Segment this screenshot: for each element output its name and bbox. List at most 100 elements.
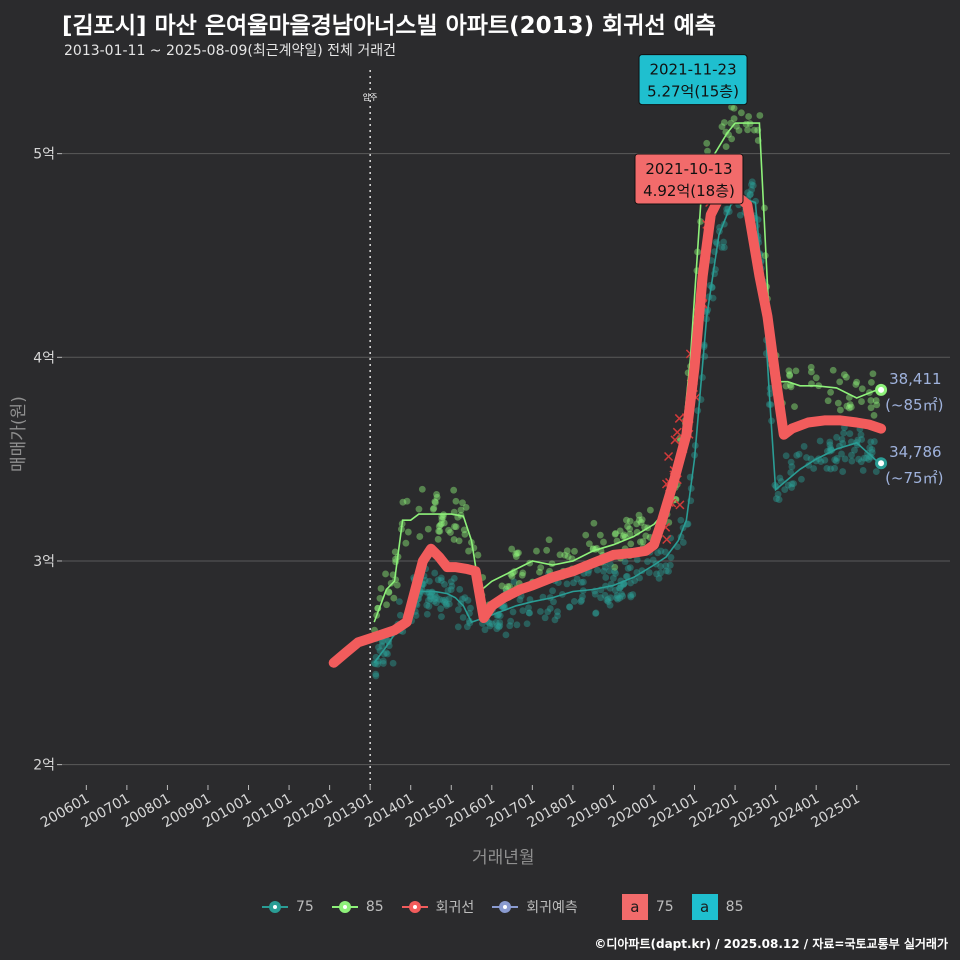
point-85: [385, 589, 393, 596]
legend-prediction-label: 회귀예측: [526, 900, 578, 916]
outlier-marker: [674, 413, 684, 423]
point-75: [788, 480, 796, 488]
point-75: [592, 609, 600, 617]
point-85: [498, 582, 506, 590]
point-75: [709, 294, 717, 302]
point-75: [437, 574, 445, 582]
point-85: [787, 383, 795, 391]
point-75: [644, 558, 651, 565]
point-75: [627, 579, 634, 587]
point-75: [578, 596, 586, 604]
point-75: [629, 591, 637, 598]
point-75: [826, 438, 834, 446]
point-85: [853, 378, 861, 386]
point-85: [536, 568, 543, 576]
point-75: [464, 596, 472, 604]
point-75: [616, 584, 624, 592]
point-75: [375, 643, 382, 651]
point-75: [840, 429, 848, 437]
y-axis-label: 매매가(원): [9, 396, 29, 472]
point-75: [481, 626, 489, 634]
legend-item-75[interactable]: 75: [262, 897, 314, 917]
legend-item-prediction[interactable]: 회귀예측: [492, 897, 578, 917]
legend-85-key-icon: [331, 897, 358, 917]
point-75: [606, 567, 614, 575]
point-85: [457, 506, 465, 514]
point-75: [787, 469, 795, 476]
point-75: [645, 569, 653, 576]
point-75: [427, 595, 434, 603]
point-75: [748, 181, 755, 189]
point-75: [372, 670, 380, 678]
point-75: [549, 587, 556, 595]
point-75: [803, 454, 810, 461]
legend-item-85[interactable]: 85: [331, 897, 384, 917]
point-75: [841, 455, 849, 463]
point-85: [807, 363, 815, 371]
point-85: [519, 569, 527, 577]
point-85: [873, 401, 881, 409]
point-75: [865, 456, 873, 463]
point-85: [383, 601, 390, 609]
point-85: [638, 516, 646, 524]
legend-75-key-icon: [262, 897, 288, 917]
point-75: [619, 592, 627, 600]
point-85: [727, 119, 735, 127]
point-85: [438, 516, 446, 524]
point-85: [447, 529, 454, 536]
point-75: [546, 605, 554, 612]
point-75: [541, 614, 549, 622]
end-label-sub-75: (~75㎡): [885, 469, 943, 487]
point-75: [617, 582, 625, 590]
point-85: [842, 373, 850, 381]
point-75: [816, 437, 824, 445]
annotation-box-75: [634, 153, 744, 205]
point-75: [454, 623, 462, 631]
point-75: [827, 465, 835, 473]
point-75: [618, 590, 626, 598]
point-85: [399, 498, 407, 506]
point-75: [510, 578, 518, 586]
point-75: [573, 575, 581, 583]
point-85: [612, 530, 619, 537]
point-75: [578, 578, 585, 586]
point-75: [441, 596, 449, 604]
point-75: [412, 612, 420, 619]
point-85: [720, 119, 728, 126]
point-85: [730, 104, 738, 112]
point-75: [601, 563, 609, 571]
outlier-marker: [675, 500, 685, 510]
point-75: [603, 596, 611, 604]
point-85: [506, 582, 513, 590]
point-75: [821, 456, 829, 464]
point-85: [432, 499, 439, 506]
legend-fill-75[interactable]: a 75: [621, 894, 674, 920]
point-75: [509, 608, 517, 616]
point-75: [833, 433, 841, 441]
point-85: [782, 382, 790, 390]
point-85: [824, 397, 832, 405]
point-85: [600, 538, 607, 546]
point-75: [579, 578, 587, 586]
legend-85-label: 85: [365, 899, 384, 915]
point-75: [602, 574, 610, 581]
point-85: [416, 533, 424, 540]
end-label-sub-85: (~85㎡): [885, 396, 943, 414]
point-75: [570, 579, 577, 587]
point-75: [526, 609, 533, 617]
legend-fill-85[interactable]: a 85: [691, 894, 743, 920]
point-85: [807, 368, 815, 376]
point-75: [495, 623, 503, 631]
point-75: [736, 211, 744, 219]
point-75: [775, 496, 783, 504]
point-85: [582, 531, 590, 539]
series-75-line: [373, 197, 878, 664]
point-85: [845, 404, 853, 412]
point-85: [619, 532, 627, 540]
point-75: [456, 585, 464, 593]
point-75: [848, 457, 856, 465]
legend-item-regression[interactable]: 회귀선: [401, 897, 474, 917]
point-85: [703, 139, 711, 147]
point-75: [776, 474, 784, 482]
point-85: [556, 551, 564, 559]
